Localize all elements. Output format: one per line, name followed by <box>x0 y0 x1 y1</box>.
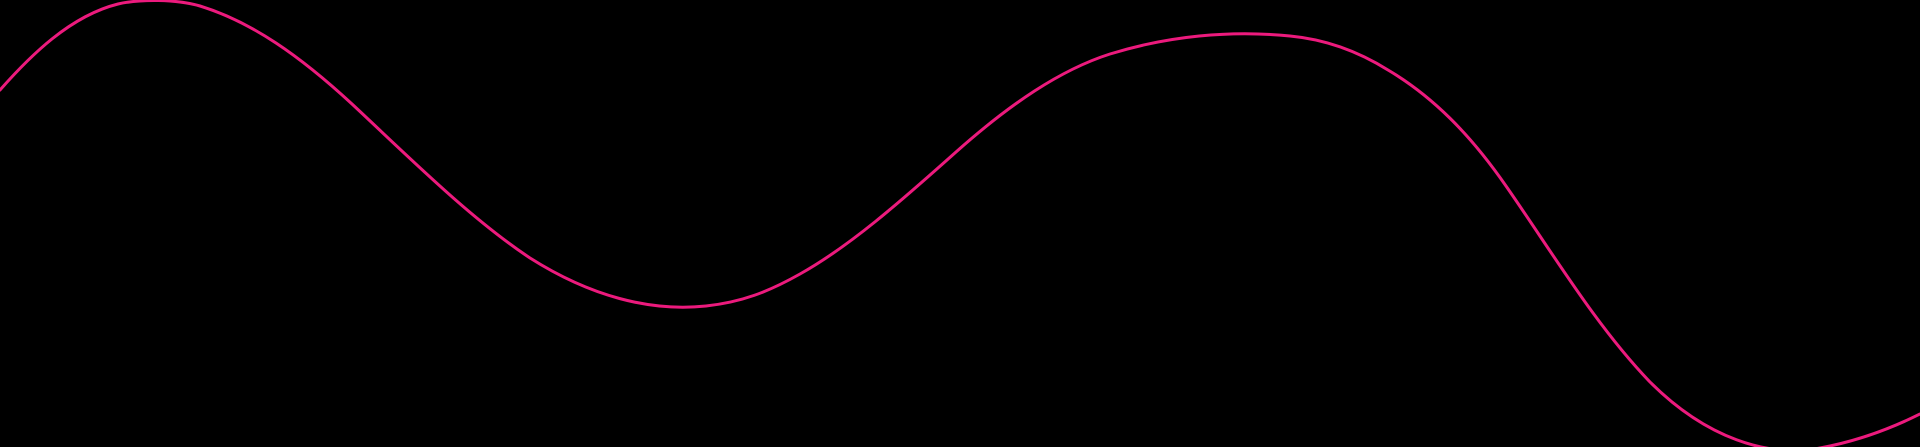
plot-background <box>0 0 1920 447</box>
line-chart-svg <box>0 0 1920 447</box>
chart-canvas <box>0 0 1920 447</box>
series-group-wave <box>0 0 1920 447</box>
wave-curve-path <box>0 0 1920 447</box>
